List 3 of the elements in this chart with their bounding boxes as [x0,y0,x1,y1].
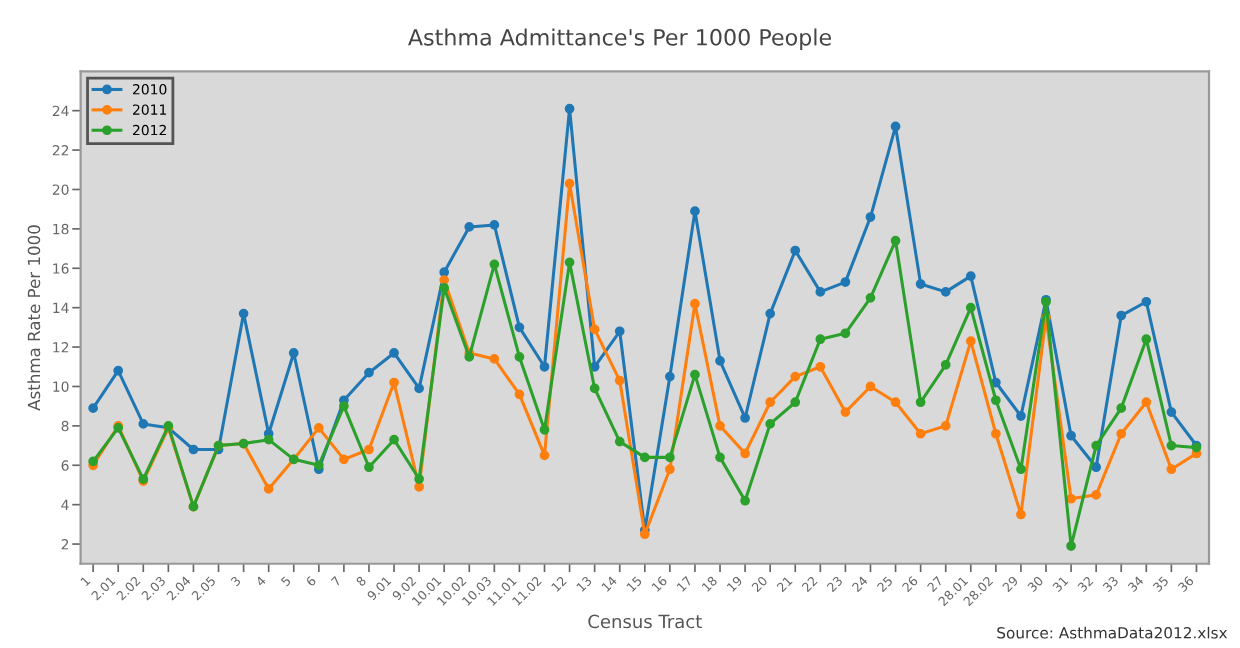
chart-title: Asthma Admittance's Per 1000 People [408,28,831,50]
x-axis-title: Census Tract [588,614,702,629]
y-axis-title: Asthma Rate Per 1000 [27,225,41,411]
